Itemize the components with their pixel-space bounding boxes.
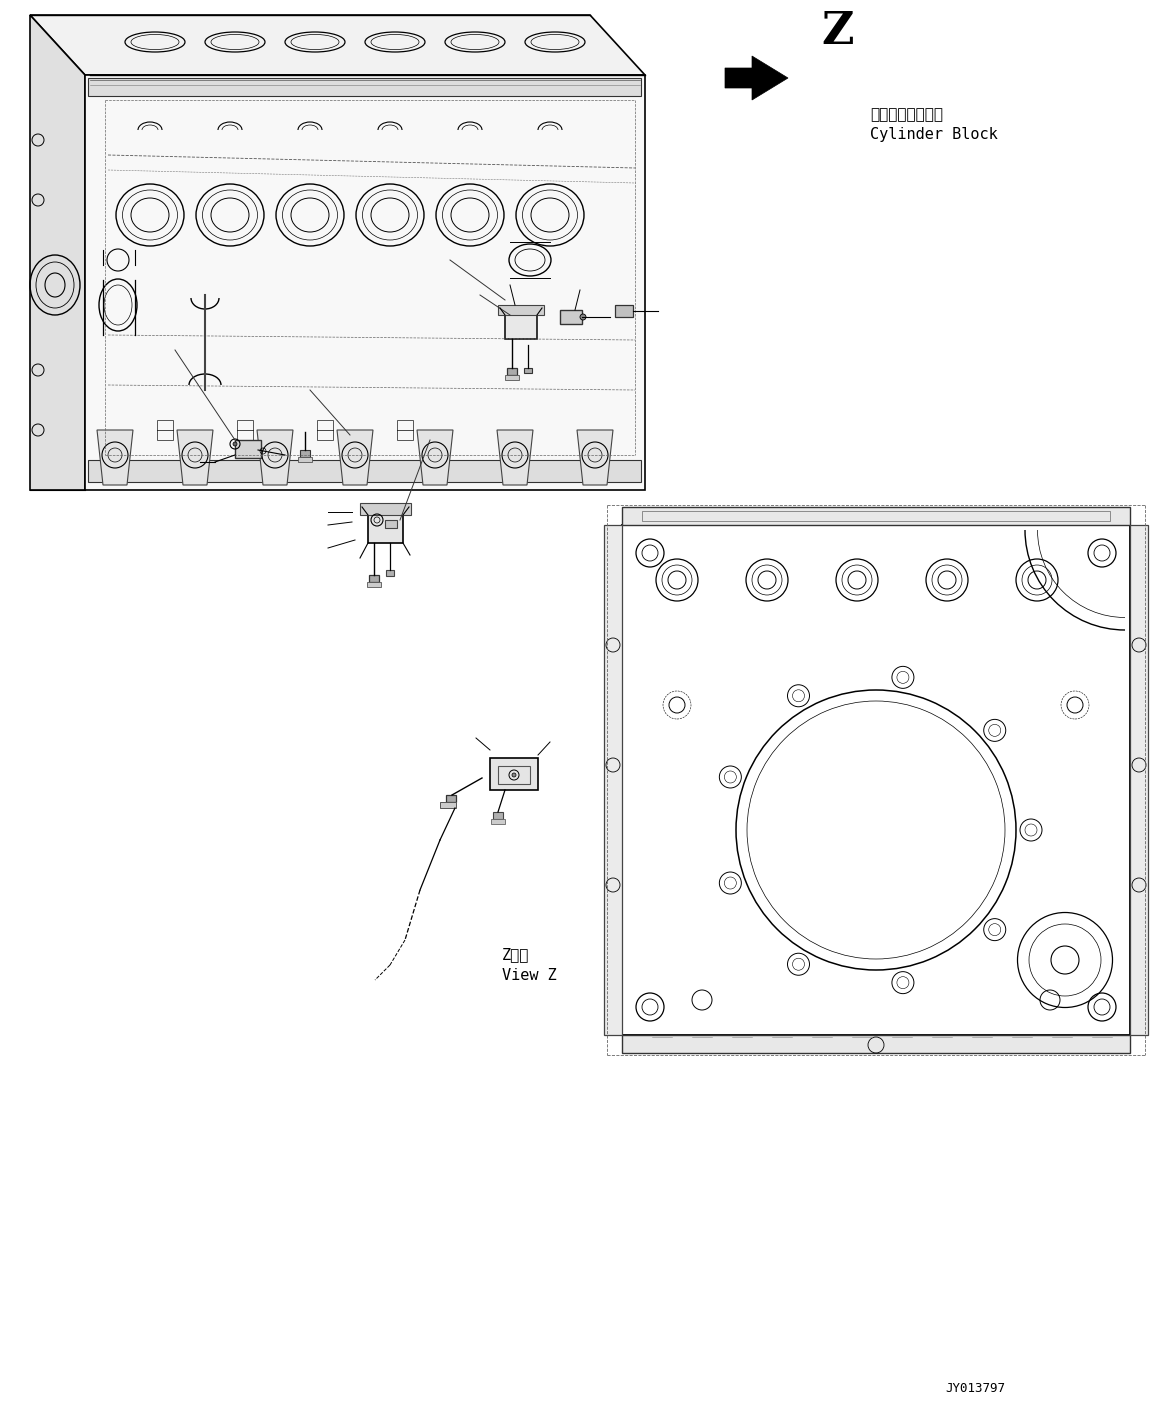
Text: JY013797: JY013797 <box>946 1381 1005 1395</box>
Bar <box>368 582 381 587</box>
Text: Z: Z <box>822 10 855 54</box>
Polygon shape <box>337 431 373 484</box>
Bar <box>642 511 1110 521</box>
Circle shape <box>233 442 237 446</box>
Polygon shape <box>30 16 645 75</box>
Bar <box>397 419 413 441</box>
Bar <box>491 819 505 825</box>
Text: シリンダブロック: シリンダブロック <box>870 107 943 123</box>
Polygon shape <box>177 431 213 484</box>
Bar <box>1130 525 1148 1035</box>
Text: Cylinder Block: Cylinder Block <box>870 127 998 143</box>
Bar <box>157 419 173 441</box>
Polygon shape <box>257 431 293 484</box>
Polygon shape <box>725 56 789 100</box>
Bar <box>88 460 641 481</box>
Bar <box>235 441 261 457</box>
Polygon shape <box>97 431 133 484</box>
Bar <box>505 315 537 339</box>
Bar <box>317 419 333 441</box>
Polygon shape <box>497 431 533 484</box>
Bar <box>385 520 397 528</box>
Bar <box>88 78 641 96</box>
Bar <box>525 369 531 373</box>
Polygon shape <box>418 431 454 484</box>
Polygon shape <box>30 16 85 490</box>
Circle shape <box>580 313 586 321</box>
Text: Z　視: Z 視 <box>502 947 529 963</box>
Bar <box>561 311 582 323</box>
Bar <box>298 457 312 462</box>
Bar <box>622 1035 1130 1053</box>
Bar <box>361 503 411 515</box>
Bar <box>498 305 544 315</box>
Text: View Z: View Z <box>502 967 557 983</box>
Bar <box>622 507 1130 525</box>
Bar <box>505 376 519 380</box>
Bar <box>300 450 311 457</box>
Bar <box>498 765 530 784</box>
Polygon shape <box>577 431 613 484</box>
Bar <box>507 369 518 376</box>
Bar <box>604 525 622 1035</box>
Bar <box>368 515 404 544</box>
Bar <box>490 758 538 789</box>
Bar <box>440 802 456 808</box>
Bar <box>237 419 254 441</box>
Polygon shape <box>85 75 645 490</box>
Circle shape <box>512 772 516 777</box>
Bar <box>386 570 394 576</box>
Bar <box>622 525 1130 1035</box>
Bar <box>615 305 633 318</box>
Bar <box>493 812 504 819</box>
Bar <box>445 795 456 802</box>
Bar <box>369 575 379 582</box>
